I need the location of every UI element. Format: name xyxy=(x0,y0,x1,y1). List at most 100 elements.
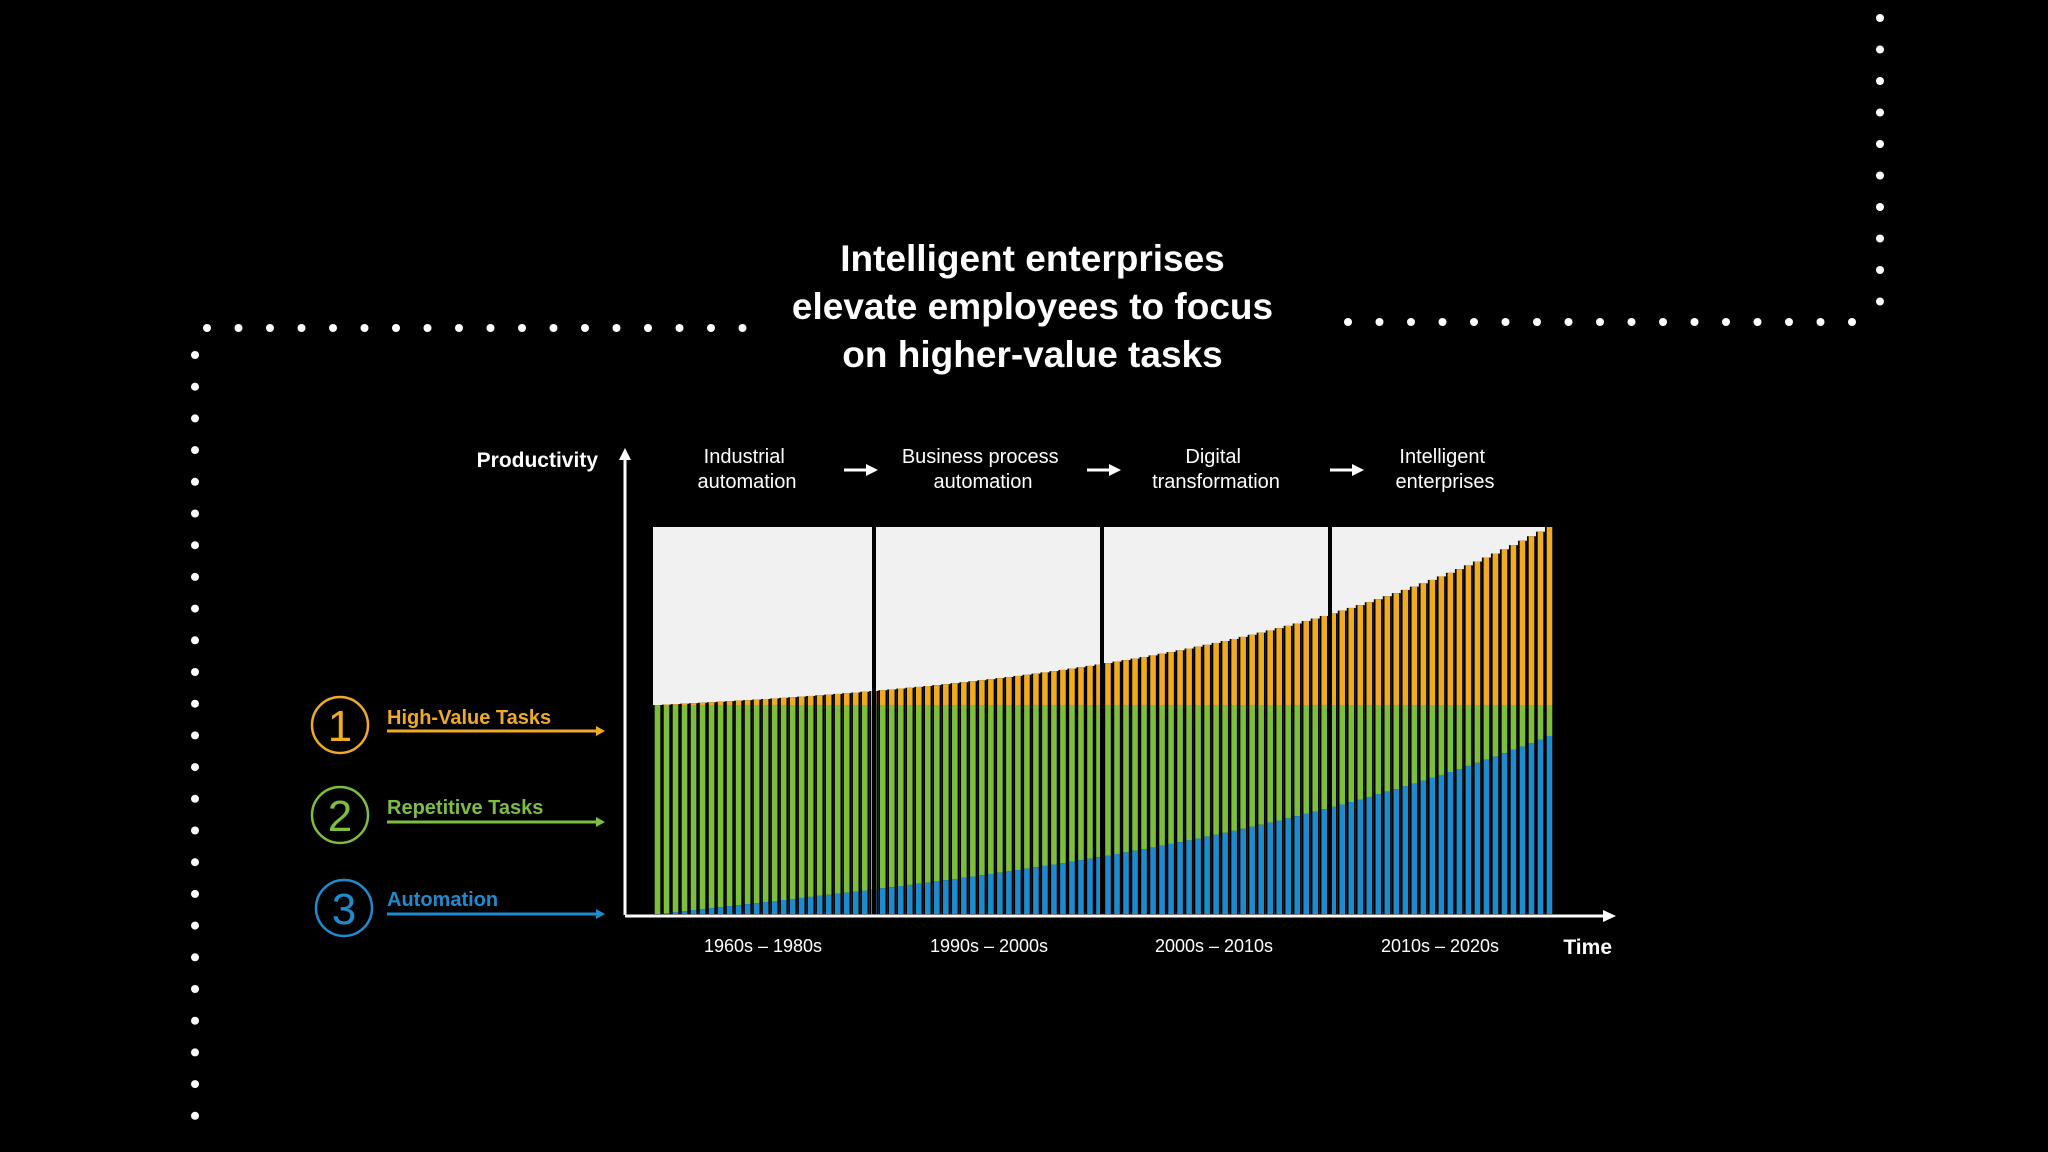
bar-automation xyxy=(1276,820,1282,914)
frame-dot xyxy=(1690,318,1699,326)
bar-repetitive xyxy=(952,705,958,879)
bar-automation xyxy=(1384,791,1391,914)
frame-dot xyxy=(1785,318,1793,326)
era-label: Intelligent enterprises xyxy=(1396,446,1495,493)
bar-automation xyxy=(1123,852,1129,914)
bar-automation xyxy=(1375,794,1382,914)
title-line: on higher-value tasks xyxy=(842,334,1223,375)
bar-high-value xyxy=(1096,664,1102,706)
title-line: Intelligent enterprises xyxy=(840,238,1225,279)
bar-automation xyxy=(753,903,760,914)
frame-dot xyxy=(191,446,199,455)
bar-high-value xyxy=(825,694,832,706)
bar-repetitive xyxy=(1384,705,1391,792)
legend-number-circle xyxy=(310,695,370,755)
bar-repetitive xyxy=(1276,705,1282,821)
frame-dot xyxy=(191,1048,199,1057)
bar-high-value xyxy=(735,700,742,706)
bar-high-value xyxy=(1024,674,1030,706)
bar-high-value xyxy=(1375,599,1382,706)
era-arrows xyxy=(844,464,1364,476)
bar-high-value xyxy=(1276,628,1282,706)
bar-automation xyxy=(780,900,787,914)
bar-repetitive xyxy=(1465,705,1472,766)
bar-repetitive xyxy=(1321,705,1328,810)
frame-dot xyxy=(549,324,558,332)
bar-high-value xyxy=(1150,655,1156,706)
bar-repetitive xyxy=(916,705,922,884)
bar-automation xyxy=(1303,813,1310,914)
period-labels: 1960s – 1980s 1990s – 2000s 2000s – 2010… xyxy=(704,936,1499,956)
frame-dot xyxy=(191,1080,199,1089)
bar-automation xyxy=(1267,822,1273,914)
bar-repetitive xyxy=(663,705,670,914)
bar-high-value xyxy=(1114,661,1120,706)
frame-dot xyxy=(1470,318,1478,326)
legend-number-circle xyxy=(310,785,370,845)
bar-automation xyxy=(1186,840,1192,914)
bar-automation xyxy=(997,872,1003,914)
bar-automation xyxy=(1465,765,1472,914)
bar-automation xyxy=(852,891,859,914)
bar-repetitive xyxy=(1105,705,1111,856)
bar-automation xyxy=(663,913,670,914)
frame-dot xyxy=(1876,14,1884,22)
bar-high-value xyxy=(1078,667,1084,706)
frame-dot xyxy=(612,324,621,332)
bar-high-value xyxy=(1186,648,1192,706)
bar-repetitive xyxy=(1285,705,1291,819)
bar-high-value xyxy=(1321,615,1328,706)
bar-automation xyxy=(681,911,688,914)
bar-repetitive xyxy=(888,705,895,888)
bar-automation xyxy=(988,873,994,914)
frame-dot xyxy=(455,324,463,332)
bar-repetitive xyxy=(979,705,985,876)
bar-automation xyxy=(1420,780,1427,914)
bar-repetitive xyxy=(762,705,769,903)
bar-repetitive xyxy=(1339,705,1346,805)
bar-repetitive xyxy=(997,705,1003,873)
bar-high-value xyxy=(744,700,751,706)
legend-item-automation: 3 Automation xyxy=(314,878,605,938)
bar-high-value xyxy=(834,693,841,706)
frame-dot xyxy=(1564,318,1573,326)
bar-repetitive xyxy=(1447,705,1454,773)
bar-automation xyxy=(906,884,913,914)
bar-automation xyxy=(672,912,679,914)
bar-high-value xyxy=(1267,630,1273,706)
bar-repetitive xyxy=(852,705,859,892)
period-label: 1990s – 2000s xyxy=(930,936,1048,956)
frame-dot xyxy=(360,324,369,332)
bar-repetitive xyxy=(1357,705,1364,800)
frame-dot xyxy=(1876,266,1884,274)
bar-high-value xyxy=(879,690,886,706)
stacked-bars xyxy=(653,527,1554,914)
bar-repetitive xyxy=(1069,705,1075,862)
period-label: 2000s – 2010s xyxy=(1155,936,1273,956)
bar-high-value xyxy=(988,679,994,706)
bar-high-value xyxy=(1438,576,1445,706)
bar-automation xyxy=(879,888,886,914)
era-divider xyxy=(1328,527,1332,914)
bar-repetitive xyxy=(1132,705,1138,851)
bar-high-value xyxy=(1015,675,1021,706)
bar-high-value xyxy=(753,699,760,706)
bar-repetitive xyxy=(1231,705,1237,831)
frame-dot xyxy=(1876,171,1884,180)
bar-high-value xyxy=(1357,605,1364,706)
bar-automation xyxy=(1474,762,1481,914)
bar-repetitive xyxy=(1087,705,1093,859)
bar-repetitive xyxy=(735,705,742,906)
bar-repetitive xyxy=(1537,705,1544,740)
bar-high-value xyxy=(1033,673,1039,706)
bar-repetitive xyxy=(1429,705,1436,778)
bar-high-value xyxy=(798,696,805,706)
bar-high-value xyxy=(726,701,733,706)
bar-repetitive xyxy=(1267,705,1273,823)
bar-automation xyxy=(1060,863,1066,914)
bar-high-value xyxy=(1483,557,1490,706)
bar-high-value xyxy=(1519,540,1526,706)
bar-repetitive xyxy=(825,705,832,895)
bar-repetitive xyxy=(816,705,823,896)
